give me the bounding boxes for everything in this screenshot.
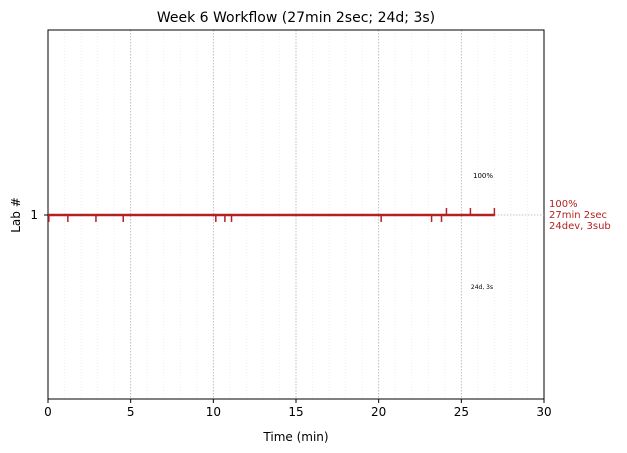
annotation-counts: 24d, 3s xyxy=(471,284,493,291)
x-tick-label: 5 xyxy=(127,405,135,419)
x-tick-label: 10 xyxy=(206,405,221,419)
annotation-score: 100% xyxy=(473,172,493,180)
series-label-line: 100% xyxy=(549,199,578,210)
x-tick-label: 20 xyxy=(371,405,386,419)
x-tick-label: 30 xyxy=(536,405,551,419)
chart-title: Week 6 Workflow (27min 2sec; 24d; 3s) xyxy=(157,10,435,26)
series-layer xyxy=(48,208,544,222)
x-axis-label: Time (min) xyxy=(262,430,328,444)
y-axis-label: Lab # xyxy=(9,197,23,233)
series-label-line: 27min 2sec xyxy=(549,210,607,221)
y-axis-ticks: 1 xyxy=(30,208,48,222)
series-label-line: 24dev, 3sub xyxy=(549,221,611,232)
y-tick-label: 1 xyxy=(30,208,38,222)
x-tick-label: 25 xyxy=(454,405,469,419)
x-tick-label: 15 xyxy=(288,405,303,419)
x-axis-ticks: 0 5 10 15 20 25 30 xyxy=(44,399,552,419)
x-tick-label: 0 xyxy=(44,405,52,419)
